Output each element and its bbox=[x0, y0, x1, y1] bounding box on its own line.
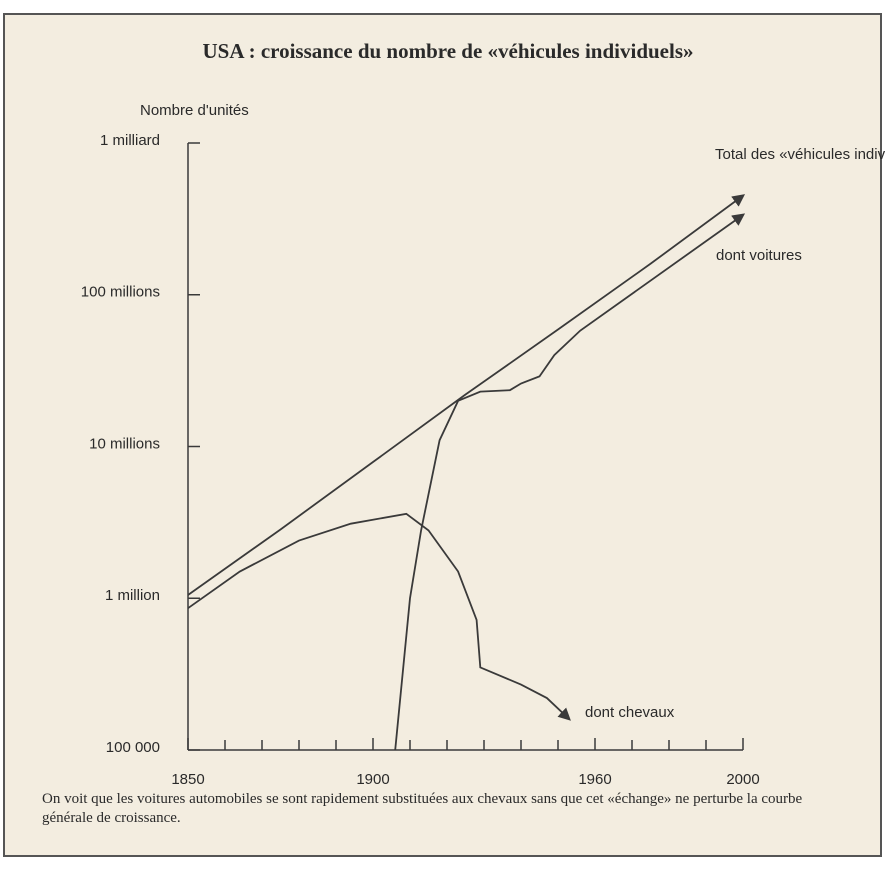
x-tick-label: 1960 bbox=[578, 771, 611, 788]
y-tick-label: 1 million bbox=[105, 587, 160, 604]
y-tick-label: 10 millions bbox=[89, 435, 160, 452]
y-axis-label: Nombre d'unités bbox=[140, 102, 249, 119]
y-tick-label: 100 millions bbox=[81, 284, 160, 301]
x-tick-label: 1900 bbox=[356, 771, 389, 788]
x-tick-label: 1850 bbox=[171, 771, 204, 788]
chart-title: USA : croissance du nombre de «véhicules… bbox=[202, 39, 693, 63]
series-label: dont voitures bbox=[716, 247, 802, 264]
series-line bbox=[187, 512, 571, 721]
series-line bbox=[394, 213, 746, 751]
series-label: Total des «véhicules individuels» bbox=[715, 146, 885, 163]
caption: On voit que les voitures automobiles se … bbox=[42, 791, 803, 826]
caption-box: On voit que les voitures automobiles se … bbox=[42, 791, 803, 826]
y-tick-label: 100 000 bbox=[106, 739, 160, 756]
x-tick-label: 2000 bbox=[726, 771, 759, 788]
y-tick-label: 1 milliard bbox=[100, 132, 160, 149]
series-line bbox=[187, 194, 746, 596]
series-label: dont chevaux bbox=[585, 704, 675, 721]
